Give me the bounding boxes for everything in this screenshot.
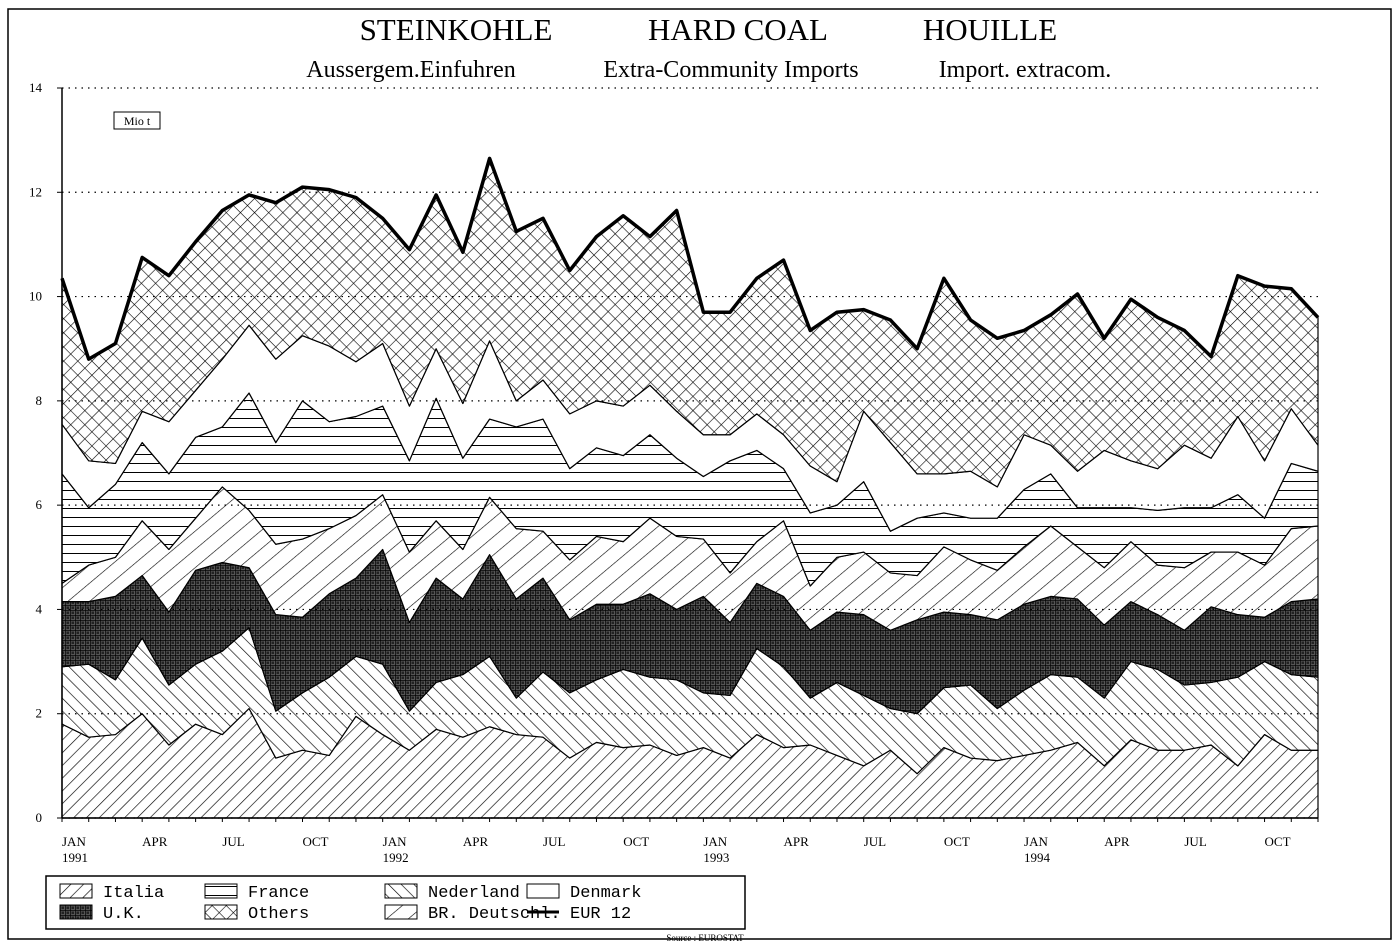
unit-label: Mio t [124,114,151,128]
y-tick-label: 14 [29,80,43,95]
y-tick-label: 4 [36,601,43,616]
x-tick-label-line: JAN [1024,834,1048,849]
y-tick-label: 2 [36,706,43,721]
frame [7,8,1392,940]
y-tick-label: 0 [36,810,43,825]
x-tick-label-line: JAN [383,834,407,849]
x-tick-label: JAN 1992 [383,834,409,865]
legend-swatch [204,883,238,899]
legend-swatch [384,883,418,899]
y-tick-label: 10 [29,289,42,304]
x-tick-label: JAN 1993 [703,834,729,865]
x-tick-label-line: 1993 [703,850,729,865]
legend-label: Italia [103,884,164,903]
x-tick-label: JUL [1184,834,1206,849]
legend-label: U.K. [103,905,144,924]
title-de: STEINKOHLE [360,12,553,47]
legend-swatch [526,883,560,899]
x-tick-label: APR [784,834,810,849]
x-tick-label-line: 1992 [383,850,409,865]
x-tick-label-line: 1991 [62,850,88,865]
legend-label: Others [248,905,309,924]
subtitle-de: Aussergem.Einfuhren [306,57,516,83]
total-line [60,156,1320,361]
x-tick-label: APR [463,834,489,849]
x-tick-label: JUL [543,834,565,849]
y-tick-label: 12 [29,184,42,199]
x-tick-label-line: JAN [62,834,86,849]
plot-area [60,156,1320,819]
x-tick-label: OCT [1265,834,1291,849]
legend-label: Nederland [428,884,520,903]
x-tick-label-line: JAN [703,834,727,849]
subtitle-fr: Import. extracom. [939,57,1112,83]
legend-swatch [59,883,93,899]
legend-swatch [384,904,418,920]
x-tick-label: OCT [303,834,329,849]
source: Source : EUROSTAT [666,933,744,943]
legend-swatch [204,904,238,920]
x-tick-label: OCT [944,834,970,849]
x-tick-label: APR [1104,834,1130,849]
legend-swatch [59,904,93,920]
x-tick-label: JAN 1994 [1024,834,1051,865]
x-tick-label: JUL [864,834,886,849]
y-tick-label: 6 [36,497,43,512]
unit-box [113,111,161,130]
legend-label: BR. Deutschl. [428,905,561,924]
x-tick-label: APR [142,834,168,849]
subtitle-en: Extra-Community Imports [603,57,858,83]
legend-label: EUR 12 [570,905,631,924]
x-tick-label: JAN 1991 [62,834,88,865]
x-tick-label: OCT [623,834,649,849]
title-fr: HOUILLE [923,12,1057,47]
x-tick-label: JUL [222,834,244,849]
legend-label: Denmark [570,884,641,903]
y-tick-label: 8 [36,393,43,408]
x-tick-label-line: 1994 [1024,850,1051,865]
title-en: HARD COAL [648,12,828,47]
legend-label: France [248,884,309,903]
